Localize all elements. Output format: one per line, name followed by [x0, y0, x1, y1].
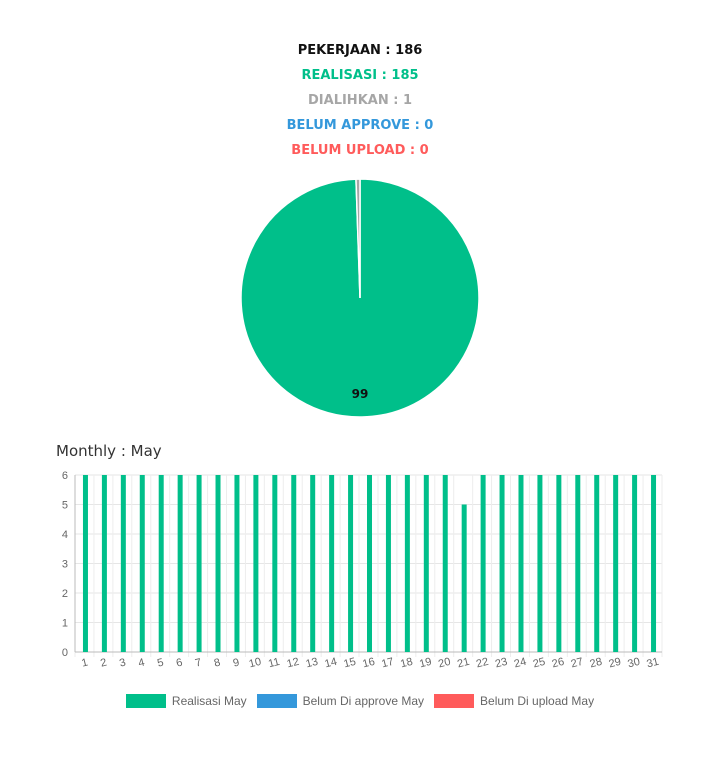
x-tick-label: 26 [551, 656, 566, 671]
bar-1-14[interactable] [329, 475, 335, 652]
belum-approve-total: BELUM APPROVE : 0 [286, 118, 434, 133]
bar-1-24[interactable] [518, 475, 524, 652]
x-tick-label: 15 [342, 656, 357, 671]
x-tick-label: 12 [286, 656, 301, 671]
x-tick-label: 10 [248, 656, 263, 671]
x-tick-label: 5 [156, 657, 165, 670]
x-tick-label: 24 [513, 656, 528, 671]
dialihkan-total: DIALIHKAN : 1 [308, 93, 412, 108]
y-tick-label: 3 [62, 559, 68, 571]
x-tick-label: 18 [399, 656, 414, 671]
bar-1-8[interactable] [215, 475, 221, 652]
bar-1-11[interactable] [272, 475, 278, 652]
realisasi-total: REALISASI : 185 [301, 68, 419, 83]
x-tick-label: 16 [361, 656, 376, 671]
bar-1-31[interactable] [651, 475, 657, 652]
x-tick-label: 14 [324, 656, 339, 671]
legend-label-approve: Belum Di approve May [302, 694, 425, 708]
bar-1-27[interactable] [575, 475, 581, 652]
x-tick-label: 19 [418, 656, 433, 671]
x-tick-label: 4 [137, 657, 146, 670]
bar-1-30[interactable] [632, 475, 638, 652]
pie-chart: 99 [240, 178, 480, 418]
x-tick-label: 25 [532, 656, 547, 671]
legend-swatch-approve [256, 694, 297, 708]
y-tick-label: 2 [62, 588, 68, 600]
bar-1-4[interactable] [139, 475, 145, 652]
bar-1-26[interactable] [556, 475, 562, 652]
bar-1-19[interactable] [423, 475, 429, 652]
bar-1-12[interactable] [291, 475, 297, 652]
bar-1-7[interactable] [196, 475, 202, 652]
bar-1-28[interactable] [594, 475, 600, 652]
legend-item-approve[interactable]: Belum Di approve May [256, 694, 425, 708]
legend-label-realisasi: Realisasi May [171, 694, 247, 708]
legend-item-realisasi[interactable]: Realisasi May [125, 694, 247, 708]
bar-1-22[interactable] [480, 475, 486, 652]
legend-label-upload: Belum Di upload May [480, 694, 595, 708]
bar-1-25[interactable] [537, 475, 543, 652]
y-tick-label: 4 [62, 529, 68, 541]
bar-1-9[interactable] [234, 475, 240, 652]
legend-swatch-realisasi [125, 694, 166, 708]
x-tick-label: 20 [437, 656, 452, 671]
x-tick-label: 7 [194, 657, 203, 670]
x-tick-label: 2 [99, 657, 108, 670]
x-tick-label: 30 [626, 656, 641, 671]
legend-swatch-upload [434, 694, 475, 708]
pie-data-label: 99 [352, 387, 369, 401]
x-tick-label: 1 [80, 657, 89, 670]
x-tick-label: 3 [118, 657, 127, 670]
legend-item-upload[interactable]: Belum Di upload May [434, 694, 594, 708]
x-tick-label: 21 [456, 656, 471, 671]
bar-1-23[interactable] [499, 475, 505, 652]
x-tick-label: 27 [570, 656, 585, 671]
bar-1-2[interactable] [101, 475, 107, 652]
y-tick-label: 1 [62, 618, 68, 630]
bar-1-15[interactable] [348, 475, 354, 652]
monthly-title: Monthly : May [56, 442, 162, 460]
x-tick-label: 17 [380, 656, 395, 671]
belum-upload-total: BELUM UPLOAD : 0 [291, 143, 429, 158]
bar-1-18[interactable] [404, 475, 410, 652]
bar-1-10[interactable] [253, 475, 259, 652]
bar-1-3[interactable] [120, 475, 126, 652]
bar-1-5[interactable] [158, 475, 164, 652]
x-tick-label: 8 [213, 657, 222, 670]
y-tick-label: 6 [62, 470, 68, 482]
x-tick-label: 13 [305, 656, 320, 671]
x-tick-label: 6 [175, 657, 184, 670]
summary-panel: PEKERJAAN : 186 REALISASI : 185 DIALIHKA… [0, 40, 720, 165]
pie-slice-1[interactable] [355, 178, 361, 299]
x-tick-label: 29 [608, 656, 623, 671]
x-tick-label: 31 [645, 656, 660, 671]
x-tick-label: 28 [589, 656, 604, 671]
bar-1-16[interactable] [367, 475, 372, 652]
bar-1-1[interactable] [82, 475, 88, 652]
y-tick-label: 0 [62, 647, 68, 659]
chart-legend: Realisasi May Belum Di approve May Belum… [0, 694, 720, 708]
pekerjaan-total: PEKERJAAN : 186 [297, 43, 423, 58]
x-tick-label: 9 [232, 657, 241, 670]
bar-1-6[interactable] [177, 475, 183, 652]
x-tick-label: 11 [267, 656, 281, 670]
x-tick-label: 23 [494, 656, 509, 671]
bar-1-13[interactable] [310, 475, 316, 652]
x-tick-label: 22 [475, 656, 490, 671]
bar-1-17[interactable] [385, 475, 391, 652]
bar-1-29[interactable] [613, 475, 619, 652]
bar-1-20[interactable] [442, 475, 448, 652]
y-tick-label: 5 [62, 500, 68, 512]
bar-1-21[interactable] [461, 504, 467, 653]
